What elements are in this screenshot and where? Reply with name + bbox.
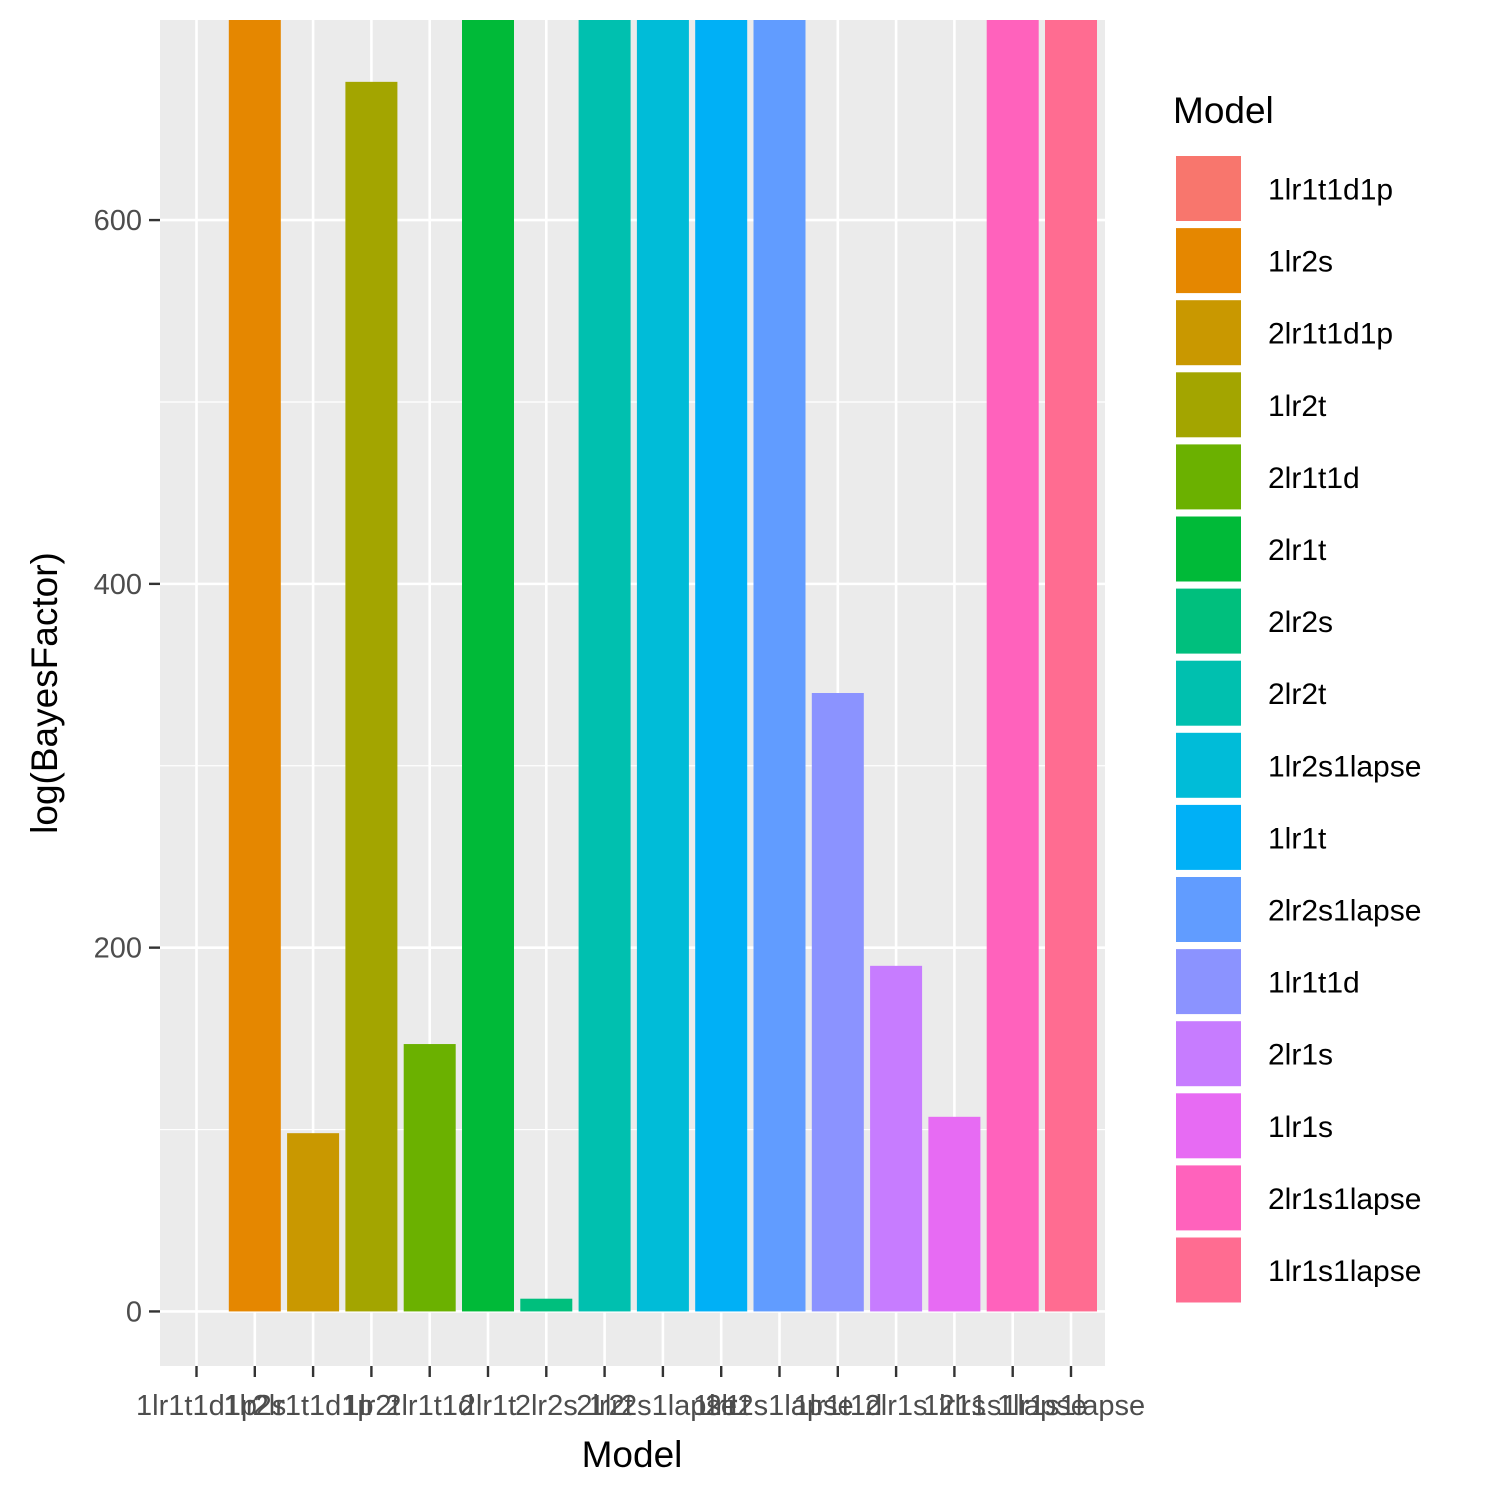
x-tick-label: 1lr1s1lapse	[997, 1390, 1145, 1422]
y-tick-label: 600	[94, 205, 142, 237]
legend-label: 1lr1t	[1268, 822, 1327, 855]
legend-key-2lr2s1lapse	[1174, 875, 1243, 944]
legend-key-2lr1t1d	[1174, 442, 1243, 512]
x-tick-label: 2lr2s	[515, 1390, 578, 1422]
legend: Model 1lr1t1d1p1lr2s2lr1t1d1p1lr2t2lr1t1…	[1173, 90, 1421, 1305]
legend-key-1lr2t	[1174, 370, 1243, 440]
legend-key-1lr1s1lapse	[1174, 1235, 1243, 1305]
bar-1lr2t	[345, 81, 398, 1312]
legend-key-1lr1t1d1p	[1174, 154, 1243, 223]
bar-1lr1s1lapse	[1045, 20, 1097, 1312]
legend-label: 2lr1s	[1268, 1039, 1333, 1072]
x-tick-label: 2lr1t	[460, 1390, 516, 1422]
y-axis: 0 200 400 600	[94, 205, 160, 1328]
bar-2lr2s	[520, 1298, 573, 1312]
legend-key-2lr1s	[1174, 1019, 1243, 1089]
legend-key-1lr1s	[1174, 1091, 1243, 1161]
bar-2lr1s1lapse	[986, 20, 1039, 1312]
legend-label: 1lr2s	[1268, 246, 1333, 279]
x-tick-label: 1lr1t1d	[793, 1390, 882, 1422]
y-tick-label: 400	[94, 569, 142, 601]
bar-1lr1t	[695, 20, 748, 1312]
legend-label: 1lr1s	[1268, 1111, 1333, 1144]
legend-key-2lr1t	[1174, 514, 1243, 584]
x-tick-label: 2lr1t1d1p	[253, 1390, 374, 1422]
x-tick-label: 2lr1s1lapse	[939, 1390, 1087, 1422]
x-axis: 1lr1t1d1p1lr2s2lr1t1d1p1lr2t2lr1t1d2lr1t…	[136, 1366, 1145, 1422]
bar-2lr1s	[870, 965, 923, 1312]
x-tick-label: 1lr1t1d1p	[136, 1390, 257, 1422]
legend-label: 1lr1s1lapse	[1268, 1255, 1421, 1288]
x-tick-label: 1lr2s1lapse	[589, 1390, 737, 1422]
bar-1lr2s	[228, 20, 281, 1312]
legend-label: 2lr2s1lapse	[1268, 895, 1421, 928]
legend-label: 1lr2s1lapse	[1268, 750, 1421, 783]
legend-label: 2lr1t1d1p	[1268, 318, 1393, 351]
legend-key-1lr2s1lapse	[1174, 730, 1243, 800]
x-tick-label: 2lr2t	[576, 1390, 632, 1422]
x-tick-label: 2lr2s1lapse	[705, 1390, 853, 1422]
bar-2lr2s1lapse	[753, 20, 806, 1312]
legend-label: 1lr1t1d1p	[1268, 174, 1393, 207]
bar-2lr2t	[578, 20, 631, 1312]
legend-key-1lr1t1d	[1174, 947, 1243, 1017]
x-tick-label: 1lr2t	[343, 1390, 399, 1422]
x-tick-label: 2lr1s	[865, 1390, 928, 1422]
bar-1lr2s1lapse	[636, 20, 689, 1312]
legend-label: 2lr2s	[1268, 606, 1333, 639]
bar-2lr1t1d	[403, 1044, 456, 1312]
x-tick-label: 2lr1t1d	[385, 1390, 474, 1422]
legend-key-1lr2s	[1174, 226, 1243, 296]
bar-2lr1t	[462, 20, 514, 1312]
y-tick-label: 0	[126, 1296, 142, 1328]
legend-label: 2lr2t	[1268, 678, 1327, 711]
legend-label: 2lr1s1lapse	[1268, 1183, 1421, 1216]
legend-title: Model	[1173, 90, 1274, 131]
legend-key-2lr1s1lapse	[1174, 1163, 1243, 1233]
legend-label: 2lr1t1d	[1268, 462, 1360, 495]
legend-key-2lr1t1d1p	[1174, 298, 1243, 368]
bars	[228, 20, 1097, 1312]
x-axis-title: Model	[582, 1434, 683, 1475]
legend-label: 1lr2t	[1268, 390, 1327, 423]
legend-key-2lr2s	[1174, 586, 1243, 656]
legend-key-2lr2t	[1174, 658, 1243, 728]
bar-1lr1t1d	[811, 693, 864, 1312]
y-tick-label: 200	[94, 933, 142, 965]
y-axis-title: log(BayesFactor)	[24, 552, 65, 834]
bar-2lr1t1d1p	[287, 1133, 340, 1312]
legend-label: 1lr1t1d	[1268, 967, 1360, 1000]
x-tick-label: 1lr1t	[693, 1390, 749, 1422]
bar-1lr1s	[928, 1116, 981, 1312]
x-tick-label: 1lr1s	[923, 1390, 986, 1422]
x-tick-label: 1lr2s	[223, 1390, 286, 1422]
legend-key-1lr1t	[1174, 802, 1243, 872]
legend-label: 2lr1t	[1268, 534, 1327, 567]
